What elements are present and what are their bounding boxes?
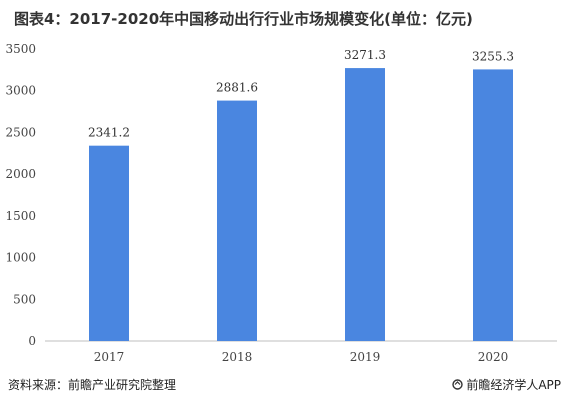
bar-2020 xyxy=(473,69,513,341)
y-tick-label: 3000 xyxy=(5,84,36,98)
data-label-2020: 3255.3 xyxy=(472,49,514,63)
x-tick-label-2019: 2019 xyxy=(350,350,381,364)
data-label-2018: 2881.6 xyxy=(216,81,258,95)
brand-name: 前瞻经济学人APP xyxy=(466,378,561,392)
x-tick-label-2017: 2017 xyxy=(94,350,125,364)
bar-2019 xyxy=(345,68,385,342)
chart-title: 图表4：2017-2020年中国移动出行行业市场规模变化(单位：亿元) xyxy=(14,10,473,28)
data-label-2019: 3271.3 xyxy=(344,48,386,62)
bar-2017 xyxy=(89,145,129,341)
x-tick-label-2018: 2018 xyxy=(222,350,253,364)
source-note: 资料来源：前瞻产业研究院整理 xyxy=(8,378,177,392)
y-tick-label: 1000 xyxy=(5,251,36,265)
data-label-2017: 2341.2 xyxy=(88,126,130,140)
y-tick-label: 0 xyxy=(28,334,36,348)
y-tick-label: 3500 xyxy=(5,42,36,56)
bar-2018 xyxy=(217,100,257,342)
y-tick-label: 500 xyxy=(13,292,36,306)
bars xyxy=(89,68,513,342)
x-axis-ticks: 2017 2018 2019 2020 xyxy=(94,350,509,364)
data-labels: 2341.2 2881.6 3271.3 3255.3 xyxy=(88,48,514,140)
y-axis-ticks: 0 500 1000 1500 2000 2500 3000 3500 xyxy=(5,42,36,348)
x-tick-label-2020: 2020 xyxy=(478,350,509,364)
brand-logo-icon xyxy=(452,379,464,390)
brand-footer: 前瞻经济学人APP xyxy=(452,376,561,393)
y-tick-label: 2000 xyxy=(5,167,36,181)
y-tick-label: 1500 xyxy=(5,209,36,223)
y-tick-label: 2500 xyxy=(5,125,36,139)
